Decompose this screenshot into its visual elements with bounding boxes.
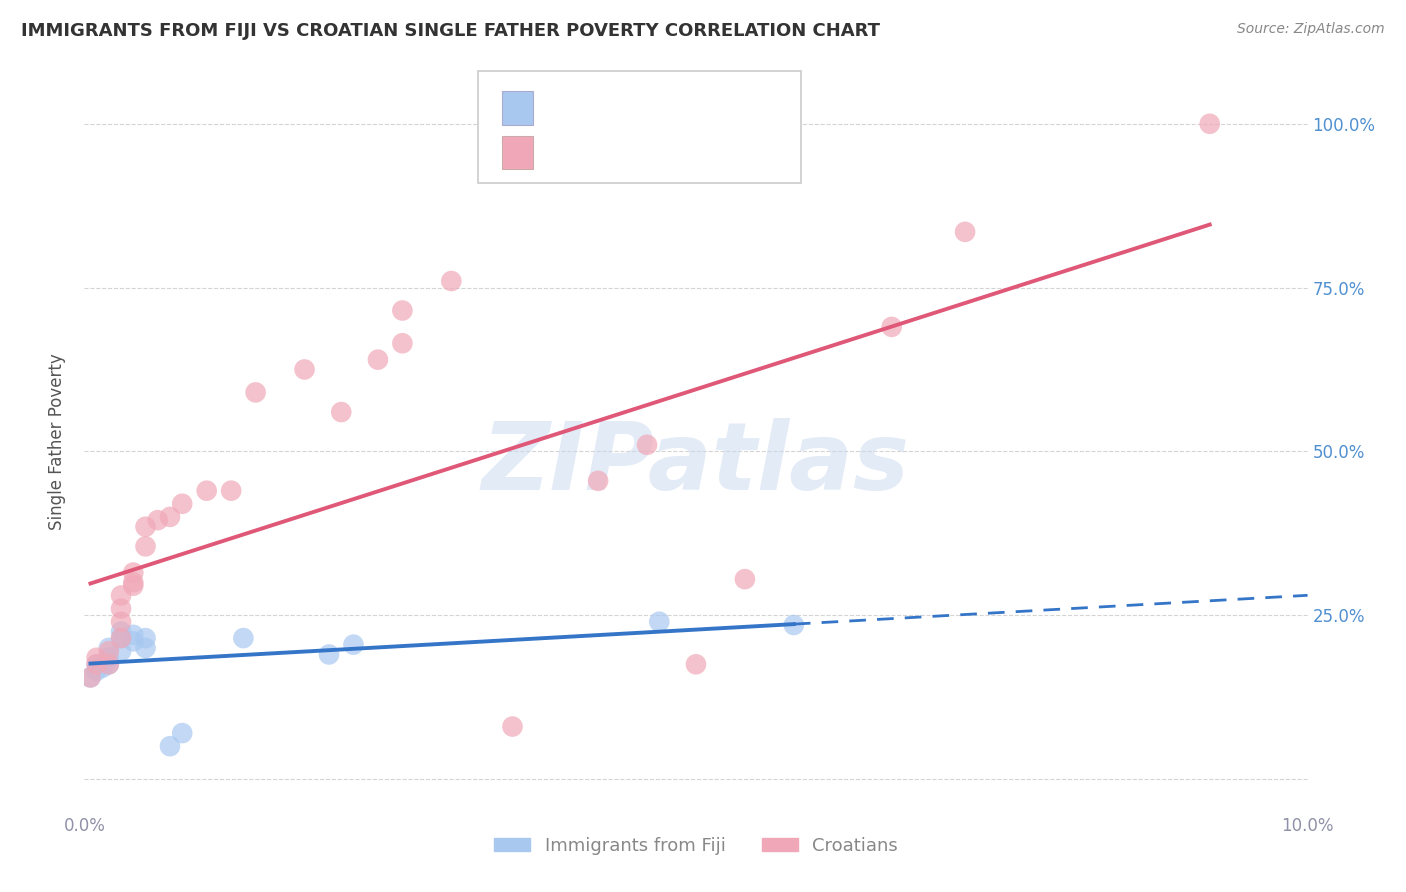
Point	[122, 566, 145, 580]
Point	[86, 664, 108, 678]
Point	[110, 631, 132, 645]
Text: R =: R =	[544, 97, 583, 115]
Point	[245, 385, 267, 400]
Point	[110, 601, 132, 615]
Text: IMMIGRANTS FROM FIJI VS CROATIAN SINGLE FATHER POVERTY CORRELATION CHART: IMMIGRANTS FROM FIJI VS CROATIAN SINGLE …	[21, 22, 880, 40]
Point	[391, 303, 413, 318]
Point	[294, 362, 316, 376]
Point	[110, 589, 132, 603]
Text: ZIPatlas: ZIPatlas	[482, 417, 910, 509]
Y-axis label: Single Father Poverty: Single Father Poverty	[48, 353, 66, 530]
Point	[318, 648, 340, 662]
Point	[122, 575, 145, 590]
Point	[172, 726, 194, 740]
Point	[110, 631, 132, 645]
Point	[586, 474, 609, 488]
Point	[636, 438, 658, 452]
Point	[135, 631, 157, 645]
Point	[86, 657, 108, 672]
Point	[79, 670, 101, 684]
Point	[159, 739, 181, 754]
Point	[953, 225, 976, 239]
Point	[172, 497, 194, 511]
Point	[135, 540, 157, 554]
Text: 0.431: 0.431	[575, 97, 631, 115]
Point	[110, 644, 132, 658]
Point	[97, 657, 120, 672]
Legend: Immigrants from Fiji, Croatians: Immigrants from Fiji, Croatians	[486, 830, 905, 862]
Point	[86, 650, 108, 665]
Point	[135, 519, 157, 533]
Point	[367, 352, 389, 367]
Point	[97, 650, 120, 665]
Point	[330, 405, 353, 419]
Text: R =: R =	[544, 142, 583, 160]
Point	[219, 483, 242, 498]
Point	[502, 720, 524, 734]
Point	[648, 615, 671, 629]
Point	[734, 572, 756, 586]
Text: N =: N =	[628, 142, 668, 160]
Point	[97, 640, 120, 655]
Point	[122, 628, 145, 642]
Point	[685, 657, 707, 672]
Point	[195, 483, 218, 498]
Point	[880, 319, 903, 334]
Point	[342, 638, 364, 652]
Point	[86, 657, 108, 672]
Point	[122, 634, 145, 648]
Point	[146, 513, 169, 527]
Point	[91, 660, 114, 674]
Text: 21: 21	[659, 97, 690, 115]
Text: 0.671: 0.671	[575, 142, 631, 160]
Text: Source: ZipAtlas.com: Source: ZipAtlas.com	[1237, 22, 1385, 37]
Point	[97, 644, 120, 658]
Point	[783, 618, 806, 632]
Point	[440, 274, 463, 288]
Point	[110, 624, 132, 639]
Point	[122, 579, 145, 593]
Text: 34: 34	[659, 142, 685, 160]
Text: N =: N =	[628, 97, 668, 115]
Point	[97, 657, 120, 672]
Point	[232, 631, 254, 645]
Point	[159, 509, 181, 524]
Point	[110, 615, 132, 629]
Point	[1198, 117, 1220, 131]
Point	[391, 336, 413, 351]
Point	[135, 640, 157, 655]
Point	[79, 670, 101, 684]
